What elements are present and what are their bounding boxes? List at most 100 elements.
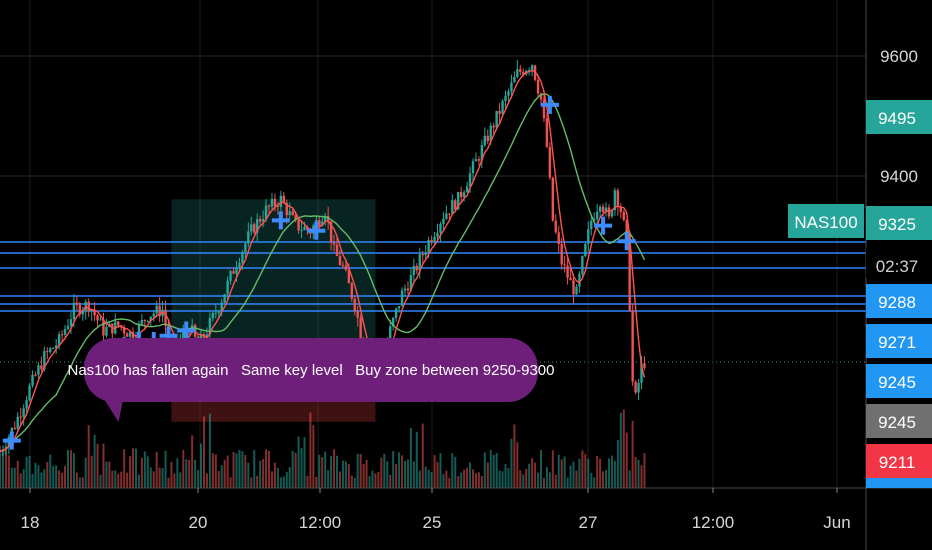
annotation-callout: Nas100 has fallen again Same key level B… [68,338,555,402]
volume-bar [622,409,625,488]
candle-body [474,159,478,162]
volume-bar [333,449,336,488]
volume-bar [149,467,152,488]
candle-body [389,326,392,342]
candle-body [347,270,351,284]
candle-body [300,229,303,231]
volume-bar [285,471,288,488]
volume-bar [421,423,424,488]
volume-bar [418,470,421,488]
volume-bar [244,454,247,488]
candle-body [391,317,395,327]
candle-body [409,275,413,291]
volume-bar [513,424,516,488]
candle-body [406,288,410,291]
candle-body [220,302,223,312]
candle-body [436,232,439,237]
volume-bar [507,468,510,488]
candle-body [155,305,158,314]
candle-body [628,234,631,311]
candle-body [613,190,617,211]
candle-body [554,220,557,233]
volume-bar [108,461,111,488]
volume-bar [389,474,392,488]
candle-body [303,227,306,230]
volume-bar [58,470,61,488]
volume-bar [288,466,291,488]
candle-body [504,95,507,102]
volume-bar [188,459,191,488]
cross-marker [307,221,326,240]
candle-body [335,244,339,257]
volume-bar [469,462,472,488]
volume-bar [501,471,504,488]
volume-bar [542,477,545,488]
key-levels [0,241,866,312]
x-tick-label: Jun [823,513,850,532]
candle-body [415,265,419,271]
volume-bar [613,460,616,488]
candle-body [356,310,359,318]
cross-marker [271,211,290,230]
volume-bar [303,437,306,488]
volume-bar [466,467,469,488]
candle-body [40,365,43,370]
symbol-label: NAS100 [788,204,864,238]
volume-bar [259,460,262,488]
candle-body [105,327,108,336]
volume-bar [572,461,575,488]
x-tick-label: 27 [579,513,598,532]
volume-bar [273,462,276,488]
candle-body [433,236,436,243]
volume-bar [179,472,182,488]
candle-body [149,316,152,321]
volume-bar [330,455,333,488]
price-tag-text: 02:37 [876,257,919,276]
volume-bar [306,475,309,488]
volume-bar [338,471,341,488]
price-tag-text: 9271 [878,333,916,352]
volume-bar [404,460,407,488]
candle-body [598,206,602,212]
price-tag-blue: 9271 [866,324,932,358]
volume-bar [126,472,129,488]
volume-bar [424,466,427,488]
volume-bar [87,425,90,488]
volume-bar [634,456,637,488]
volume-bar [182,449,185,488]
candle-body [507,91,510,96]
volume-bar [75,472,78,488]
volume-bar [232,452,235,488]
volume-bar [1,448,4,488]
volume-bar [344,461,347,488]
volume-bar [492,455,495,488]
volume-bar [0,450,1,488]
volume-bar [415,431,418,488]
volume-bar [534,462,537,488]
candle-body [264,205,268,220]
volume-bar [374,473,377,488]
volume-bar [359,453,362,488]
volume-bar [368,476,371,488]
candle-body [530,65,534,70]
candle-body [468,173,472,187]
candle-body [46,351,49,353]
volume-bar [560,459,563,488]
volume-bar [336,455,339,488]
volume-bar [439,453,442,488]
candle-body [140,319,144,324]
volume-bar [55,465,58,488]
candle-body [578,273,581,287]
volume-bar [140,457,143,488]
candle-body [448,213,451,215]
candle-body [128,331,132,337]
candle-body [643,363,646,368]
volume-bar [99,474,102,488]
candle-body [640,363,643,383]
volume-bar [200,443,203,488]
volume-bar [365,460,368,488]
volume-bar [619,412,622,488]
x-tick-label: 25 [423,513,442,532]
cross-marker [177,321,196,340]
